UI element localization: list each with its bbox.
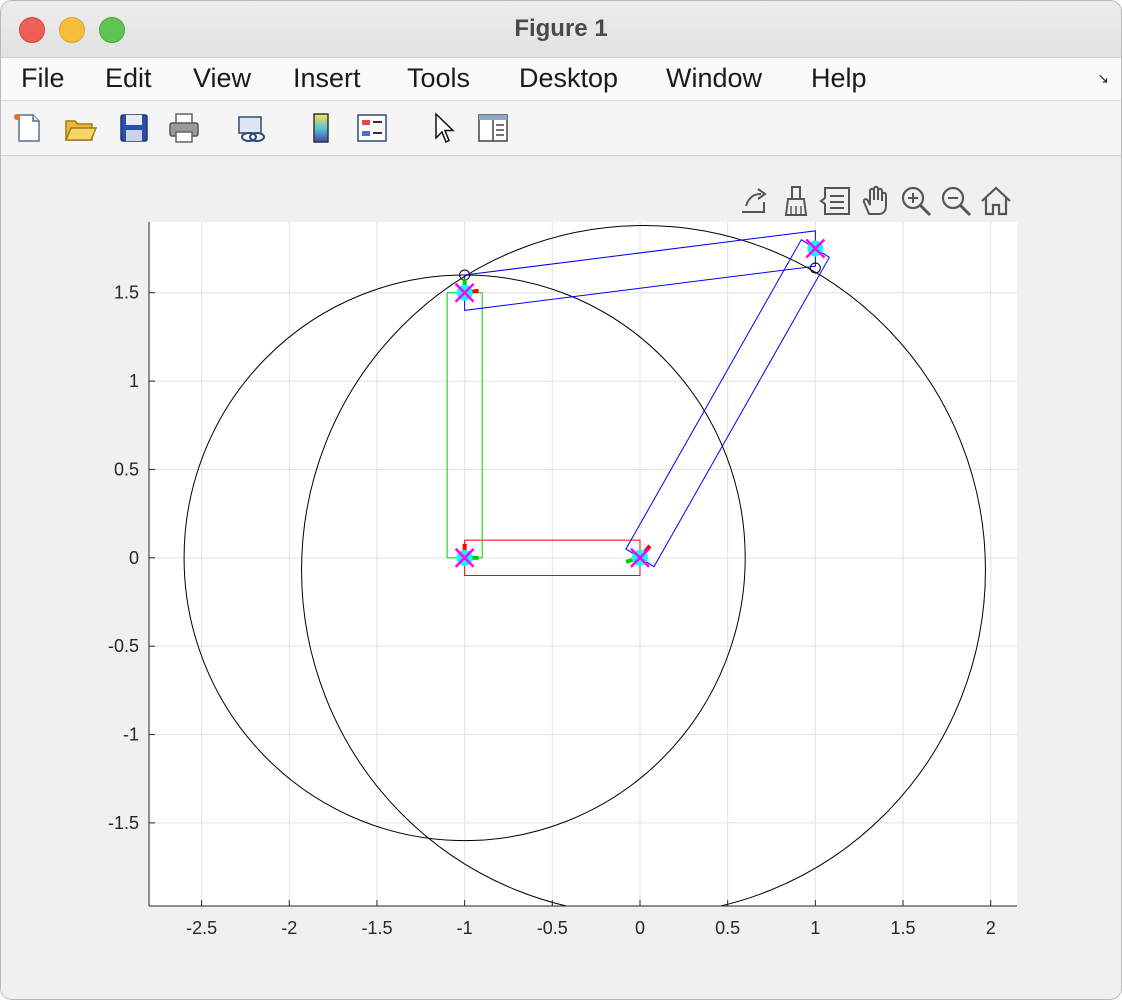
x-tick-label: 0 xyxy=(635,918,645,938)
circle-trace xyxy=(301,225,986,906)
new-figure-icon[interactable] xyxy=(11,111,45,145)
menu-tools[interactable]: Tools xyxy=(407,63,471,93)
pan-icon[interactable] xyxy=(859,184,893,218)
y-tick-label: 1 xyxy=(129,371,139,391)
export-icon[interactable] xyxy=(737,184,771,218)
zoom-out-icon[interactable] xyxy=(939,184,973,218)
menu-desktop[interactable]: Desktop xyxy=(519,63,619,93)
save-icon[interactable] xyxy=(117,111,151,145)
plot-area: -2.5 -2 -1.5 -1 -0.5 0 0.5 1 1.5 2 -1.5 -1 -0.5 0 0.5 1… xyxy=(108,222,1017,938)
data-tips-icon[interactable] xyxy=(819,184,853,218)
menu-insert[interactable]: Insert xyxy=(293,63,361,93)
menu-edit[interactable]: Edit xyxy=(105,63,152,93)
x-tick-label: 1 xyxy=(810,918,820,938)
joint-cross xyxy=(454,547,475,568)
x-tick-label: 1.5 xyxy=(891,918,916,938)
x-tick-label: -1 xyxy=(457,918,473,938)
y-tick-label: -1 xyxy=(123,725,139,745)
insert-colorbar-icon[interactable] xyxy=(304,111,338,145)
x-tick-label: -2.5 xyxy=(186,918,217,938)
y-tick-label: 0.5 xyxy=(114,459,139,479)
menu-help[interactable]: Help xyxy=(811,63,867,93)
joint-cross xyxy=(630,547,650,568)
maximize-window-button[interactable] xyxy=(99,17,125,43)
title-bar: Figure 1 xyxy=(1,1,1121,58)
dock-arrow-icon[interactable]: ↘ xyxy=(1097,70,1109,86)
restore-view-home-icon[interactable] xyxy=(979,184,1013,218)
minimize-window-button[interactable] xyxy=(59,17,85,43)
y-tick-label: 0 xyxy=(129,548,139,568)
menu-bar: File Edit View Insert Tools Desktop Wind… xyxy=(1,58,1121,101)
edit-plot-pointer-icon[interactable] xyxy=(427,111,461,145)
zoom-in-icon[interactable] xyxy=(899,184,933,218)
y-tick-label: -1.5 xyxy=(108,813,139,833)
y-tick-label: 1.5 xyxy=(114,283,139,303)
x-tick-label: -2 xyxy=(281,918,297,938)
menu-window[interactable]: Window xyxy=(666,63,763,93)
open-file-icon[interactable] xyxy=(63,111,97,145)
figure-canvas: -2.5 -2 -1.5 -1 -0.5 0 0.5 1 1.5 2 -1.5 -1 -0.5 0 0.5 1… xyxy=(1,156,1121,999)
insert-legend-icon[interactable] xyxy=(355,111,389,145)
joint-cross xyxy=(805,238,826,259)
figure-toolbar xyxy=(1,101,1121,156)
x-tick-label: 0.5 xyxy=(715,918,740,938)
data-brush-icon[interactable] xyxy=(779,184,813,218)
window-title: Figure 1 xyxy=(514,15,608,42)
x-tick-label: -1.5 xyxy=(361,918,392,938)
axes-background xyxy=(149,222,1017,906)
property-inspector-icon[interactable] xyxy=(476,111,510,145)
axes-frame: -2.5 -2 -1.5 -1 -0.5 0 0.5 1 1.5 2 -1.5 -1 -0.5 0 0.5 1… xyxy=(108,222,1017,938)
joint-cross xyxy=(454,282,475,303)
pivot-circle xyxy=(809,262,821,274)
menu-file[interactable]: File xyxy=(21,63,65,93)
close-window-button[interactable] xyxy=(19,17,45,43)
print-icon[interactable] xyxy=(167,111,201,145)
menu-view[interactable]: View xyxy=(193,63,252,93)
chart-series xyxy=(183,225,986,906)
x-tick-label: 2 xyxy=(986,918,996,938)
x-tick-label: -0.5 xyxy=(537,918,568,938)
link-plot-icon[interactable] xyxy=(235,111,269,145)
y-tick-label: -0.5 xyxy=(108,636,139,656)
